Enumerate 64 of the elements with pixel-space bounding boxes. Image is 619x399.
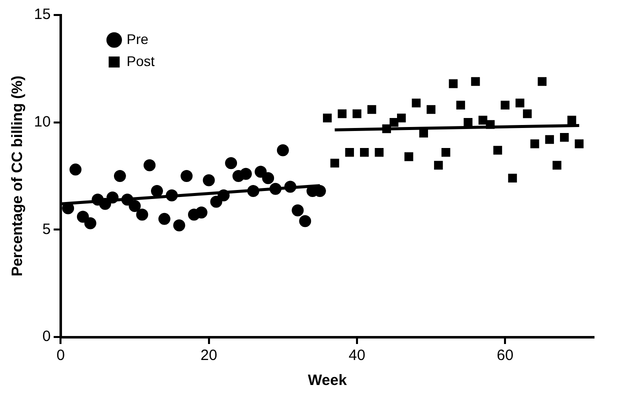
point [478, 116, 488, 125]
x-tick-label: 0 [56, 347, 65, 364]
y-tick-label: 5 [42, 220, 51, 238]
point [114, 170, 126, 182]
point [352, 109, 362, 118]
point [530, 139, 540, 148]
point [180, 170, 193, 182]
point [158, 212, 170, 225]
point [574, 139, 584, 148]
point [240, 168, 252, 180]
point [128, 200, 141, 212]
point [426, 105, 436, 114]
legend-label: Post [126, 52, 155, 69]
point [367, 105, 376, 114]
point [538, 77, 547, 86]
point [412, 98, 421, 108]
y-tick-label: 0 [42, 328, 51, 346]
point [374, 148, 384, 157]
point [441, 148, 450, 157]
point [500, 100, 510, 110]
point [299, 215, 312, 228]
point [254, 166, 267, 178]
point [276, 144, 289, 156]
point [173, 219, 186, 232]
point [70, 164, 82, 176]
point [390, 118, 398, 127]
point [448, 79, 458, 88]
point [150, 185, 163, 198]
point [262, 172, 274, 184]
y-tick-label: 10 [34, 113, 51, 130]
x-tick-label: 60 [496, 347, 514, 364]
point [522, 109, 532, 118]
point [225, 157, 238, 170]
point [397, 114, 406, 122]
legend-label: Pre [126, 30, 149, 47]
point [136, 208, 148, 221]
point [434, 160, 443, 170]
point [560, 132, 569, 142]
x-tick-label: 40 [348, 347, 366, 364]
point [345, 148, 354, 157]
point [552, 160, 562, 170]
point [464, 118, 472, 127]
point [84, 217, 96, 230]
point [404, 152, 414, 162]
x-axis-title: Week [308, 372, 348, 390]
y-tick-label: 15 [34, 6, 51, 24]
point [516, 98, 524, 108]
point [471, 77, 480, 86]
point [545, 135, 554, 144]
point [322, 114, 332, 122]
point [292, 204, 304, 216]
point [338, 109, 347, 118]
point [360, 148, 369, 157]
point [493, 146, 502, 155]
point [456, 100, 466, 110]
y-axis-title: Percentage of CC billing (%) [9, 76, 26, 276]
point [144, 159, 156, 172]
x-tick-label: 20 [200, 347, 218, 364]
point [202, 174, 215, 186]
point [76, 210, 89, 223]
point [508, 174, 517, 183]
point [330, 158, 340, 168]
point [419, 128, 428, 138]
point [195, 206, 208, 218]
